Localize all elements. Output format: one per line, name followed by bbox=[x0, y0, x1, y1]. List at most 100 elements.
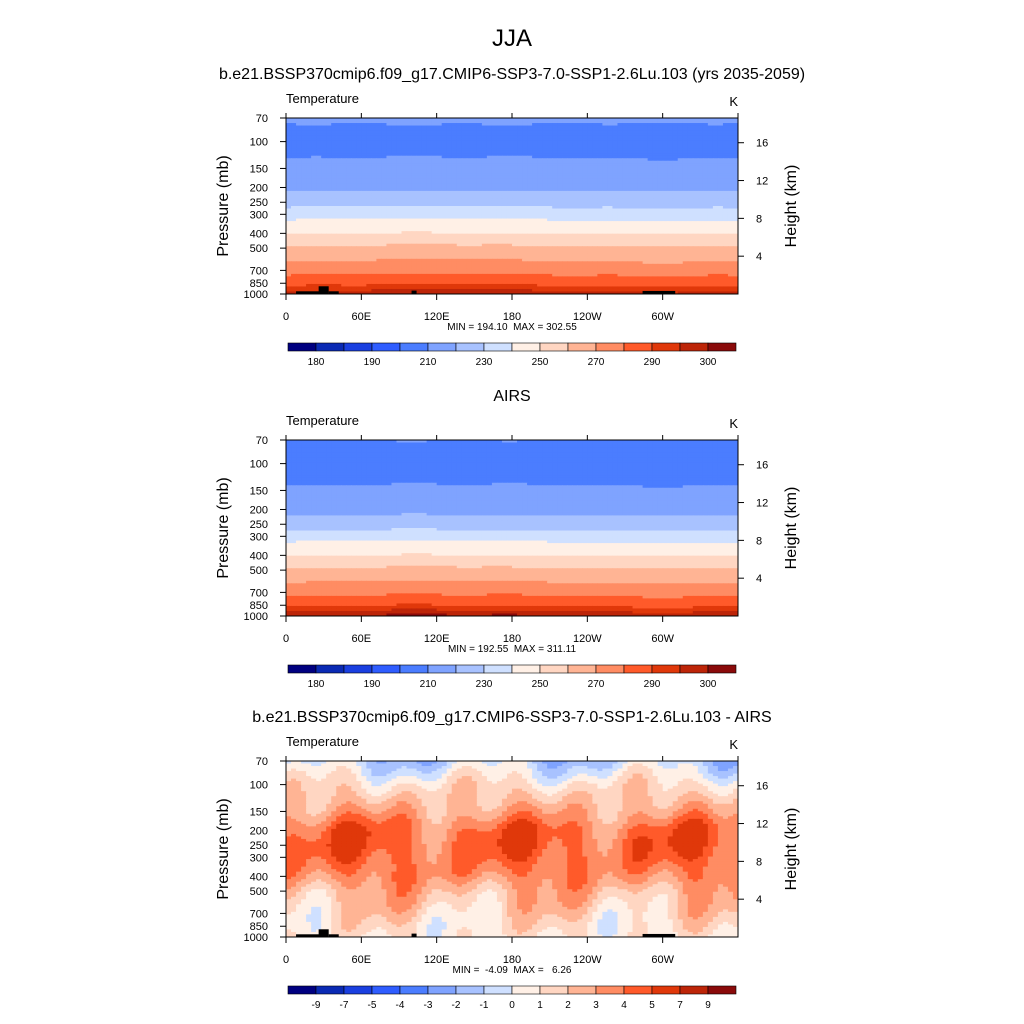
field-cell bbox=[512, 218, 518, 222]
field-cell bbox=[552, 130, 558, 134]
field-cell bbox=[366, 123, 372, 127]
field-cell bbox=[411, 173, 418, 177]
field-cell bbox=[356, 165, 362, 169]
field-cell bbox=[336, 128, 342, 132]
field-cell bbox=[552, 123, 558, 127]
field-cell bbox=[582, 178, 588, 182]
field-cell bbox=[522, 143, 528, 147]
field-cell bbox=[617, 193, 624, 197]
field-cell bbox=[306, 218, 312, 222]
field-cell bbox=[542, 128, 548, 132]
field-cell bbox=[416, 170, 423, 174]
field-cell bbox=[532, 173, 538, 177]
field-cell bbox=[431, 140, 438, 144]
field-cell bbox=[727, 125, 734, 129]
field-cell bbox=[667, 193, 674, 197]
field-cell bbox=[522, 216, 528, 220]
field-cell bbox=[697, 200, 704, 205]
field-cell bbox=[702, 213, 709, 217]
field-cell bbox=[486, 213, 493, 217]
field-cell bbox=[522, 208, 528, 212]
field-cell bbox=[557, 228, 563, 232]
field-cell bbox=[476, 185, 483, 189]
field-cell bbox=[627, 180, 634, 184]
field-cell bbox=[476, 138, 483, 142]
field-cell bbox=[617, 143, 624, 147]
field-cell bbox=[456, 238, 463, 242]
field-cell bbox=[627, 208, 634, 212]
field-cell bbox=[356, 228, 362, 232]
field-cell bbox=[542, 198, 548, 202]
field-cell bbox=[632, 163, 639, 167]
field-cell bbox=[306, 243, 312, 247]
field-cell bbox=[506, 143, 513, 147]
field-cell bbox=[542, 206, 548, 210]
field-cell bbox=[436, 228, 443, 232]
field-cell bbox=[607, 180, 614, 184]
field-cell bbox=[567, 175, 573, 179]
field-cell bbox=[341, 148, 347, 152]
field-cell bbox=[532, 168, 538, 172]
field-cell bbox=[527, 238, 533, 242]
field-cell bbox=[466, 145, 473, 149]
field-cell bbox=[486, 138, 493, 142]
field-cell bbox=[727, 173, 734, 177]
field-cell bbox=[386, 200, 393, 205]
field-cell bbox=[692, 173, 699, 177]
field-cell bbox=[286, 145, 292, 149]
field-cell bbox=[296, 256, 302, 260]
field-cell bbox=[331, 160, 337, 164]
field-cell bbox=[677, 165, 684, 169]
field-cell bbox=[336, 148, 342, 152]
field-cell bbox=[557, 221, 563, 225]
field-cell bbox=[662, 233, 669, 237]
field-cell bbox=[316, 145, 322, 149]
field-cell bbox=[567, 158, 573, 162]
field-cell bbox=[732, 158, 738, 162]
field-cell bbox=[662, 135, 669, 139]
field-cell bbox=[436, 133, 443, 137]
field-cell bbox=[306, 150, 312, 154]
field-cell bbox=[527, 246, 533, 250]
field-cell bbox=[602, 195, 609, 200]
field-cell bbox=[286, 213, 292, 217]
field-cell bbox=[652, 185, 659, 189]
field-cell bbox=[572, 208, 578, 212]
field-cell bbox=[311, 133, 317, 137]
field-cell bbox=[421, 193, 428, 197]
field-cell bbox=[722, 163, 729, 167]
field-cell bbox=[612, 118, 619, 122]
field-cell bbox=[461, 133, 468, 137]
field-cell bbox=[381, 221, 388, 225]
field-cell bbox=[386, 231, 393, 235]
field-cell bbox=[682, 218, 689, 222]
field-cell bbox=[622, 175, 629, 179]
field-cell bbox=[517, 183, 523, 187]
field-cell bbox=[727, 216, 734, 220]
field-cell bbox=[702, 180, 709, 184]
field-cell bbox=[547, 195, 553, 200]
field-cell bbox=[692, 213, 699, 217]
field-cell bbox=[396, 183, 403, 187]
field-cell bbox=[456, 133, 463, 137]
field-cell bbox=[522, 231, 528, 235]
field-cell bbox=[597, 160, 603, 164]
field-cell bbox=[552, 188, 558, 192]
field-cell bbox=[577, 185, 583, 189]
field-cell bbox=[456, 213, 463, 217]
field-cell bbox=[471, 135, 478, 139]
field-cell bbox=[311, 188, 317, 192]
field-cell bbox=[491, 238, 498, 242]
field-cell bbox=[732, 155, 738, 159]
field-cell bbox=[727, 150, 734, 154]
field-cell bbox=[692, 165, 699, 169]
field-cell bbox=[612, 173, 619, 177]
field-cell bbox=[727, 211, 734, 215]
field-cell bbox=[557, 231, 563, 235]
field-cell bbox=[326, 200, 332, 205]
field-cell bbox=[572, 243, 578, 247]
field-cell bbox=[522, 175, 528, 179]
field-cell bbox=[522, 188, 528, 192]
field-cell bbox=[501, 123, 508, 127]
field-cell bbox=[301, 125, 307, 129]
